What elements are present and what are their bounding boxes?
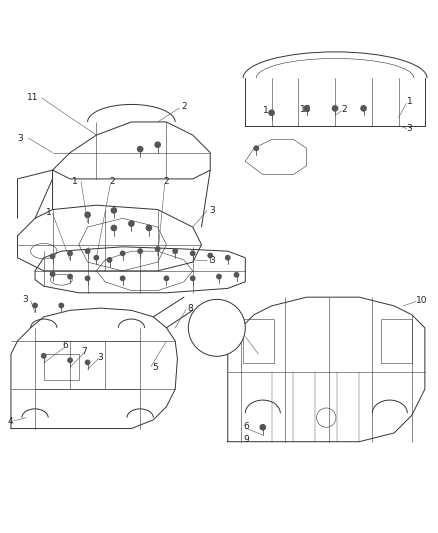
Circle shape	[59, 303, 64, 308]
Circle shape	[111, 225, 117, 231]
Text: 3: 3	[97, 353, 103, 362]
Circle shape	[138, 147, 143, 152]
Text: 7: 7	[81, 346, 87, 356]
Circle shape	[269, 110, 274, 115]
Text: 6: 6	[244, 422, 250, 431]
Circle shape	[155, 247, 160, 251]
Text: 3: 3	[209, 206, 215, 215]
Text: 3: 3	[18, 134, 24, 143]
Circle shape	[188, 300, 245, 356]
Text: 2: 2	[181, 102, 187, 111]
Bar	[381, 319, 412, 363]
Text: 5: 5	[152, 363, 159, 372]
Circle shape	[107, 258, 112, 262]
Text: 11: 11	[27, 93, 39, 102]
Circle shape	[68, 251, 72, 255]
Text: 2: 2	[109, 176, 114, 185]
Circle shape	[361, 106, 366, 111]
Text: 2: 2	[341, 105, 346, 114]
Text: 9: 9	[244, 435, 250, 444]
Text: 1: 1	[46, 208, 52, 217]
Circle shape	[304, 106, 309, 111]
Circle shape	[85, 249, 90, 253]
Text: 3: 3	[22, 295, 28, 304]
Circle shape	[85, 276, 90, 280]
Circle shape	[234, 273, 239, 277]
Circle shape	[94, 255, 99, 260]
Circle shape	[68, 274, 72, 279]
Circle shape	[33, 303, 37, 308]
Circle shape	[120, 251, 125, 255]
Circle shape	[85, 360, 90, 365]
Text: 1: 1	[71, 177, 78, 186]
Text: 8: 8	[187, 304, 194, 313]
Circle shape	[155, 142, 160, 147]
Circle shape	[254, 146, 258, 150]
Circle shape	[42, 354, 46, 358]
Circle shape	[138, 249, 142, 253]
Circle shape	[217, 274, 221, 279]
Circle shape	[226, 255, 230, 260]
Circle shape	[85, 212, 90, 217]
Circle shape	[173, 249, 177, 253]
Text: 3: 3	[209, 256, 215, 265]
Circle shape	[50, 272, 55, 276]
Bar	[44, 354, 79, 381]
Circle shape	[50, 254, 55, 259]
Circle shape	[120, 276, 125, 280]
Circle shape	[208, 253, 212, 258]
Text: 1: 1	[263, 106, 269, 115]
Circle shape	[146, 225, 152, 231]
Circle shape	[111, 208, 117, 213]
Circle shape	[191, 251, 195, 255]
Circle shape	[332, 106, 338, 111]
Circle shape	[164, 276, 169, 280]
Text: 1: 1	[406, 98, 413, 106]
Circle shape	[260, 425, 265, 430]
Circle shape	[68, 358, 72, 362]
Text: 6: 6	[62, 341, 68, 350]
Circle shape	[191, 276, 195, 280]
Text: 13: 13	[300, 105, 311, 114]
Text: 10: 10	[416, 296, 427, 305]
Text: 2: 2	[164, 176, 169, 185]
Bar	[243, 319, 274, 363]
Text: 3: 3	[406, 124, 413, 133]
Text: 4: 4	[7, 417, 13, 426]
Circle shape	[129, 221, 134, 226]
